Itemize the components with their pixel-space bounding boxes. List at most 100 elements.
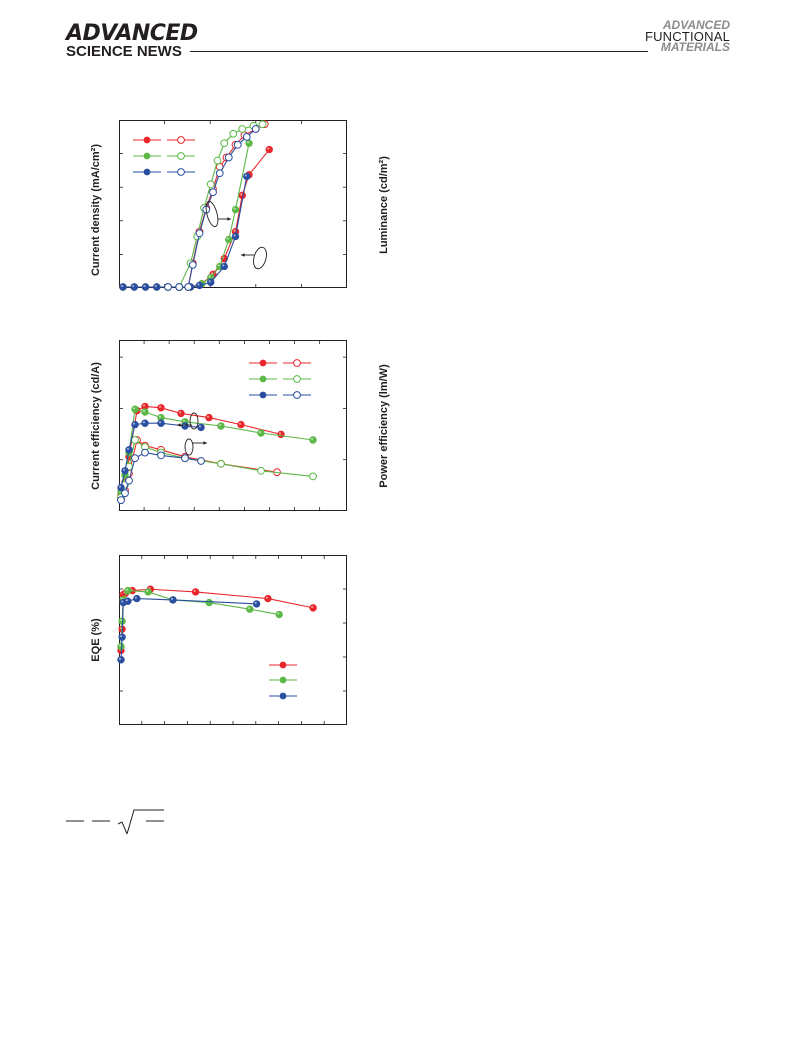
- data-point-red: [264, 594, 272, 603]
- legend-marker-hollow: [293, 359, 301, 367]
- data-point-hollow-blue: [131, 454, 139, 463]
- plot-frame: [119, 555, 347, 725]
- ellipse-marker-current: [253, 246, 267, 270]
- journal-logo-right-line3: MATERIALS: [660, 40, 730, 54]
- data-point-green: [309, 436, 317, 444]
- data-point-highlight: [238, 422, 242, 425]
- legend-marker-filled: [143, 136, 151, 144]
- data-point-blue: [197, 423, 205, 432]
- data-point-highlight: [218, 423, 222, 427]
- data-point-hollow-blue: [233, 140, 242, 149]
- data-point-blue: [181, 422, 189, 430]
- data-point-green: [246, 605, 254, 613]
- data-point-hollow-blue: [195, 229, 204, 238]
- data-point-hollow-blue: [125, 476, 133, 485]
- data-point-highlight: [265, 596, 268, 599]
- data-point-red: [205, 413, 213, 422]
- data-point-highlight: [208, 275, 211, 278]
- legend-marker-filled: [279, 676, 287, 684]
- data-point-hollow-green: [220, 139, 229, 148]
- data-point-green: [141, 408, 149, 416]
- data-point-hollow-green: [309, 472, 317, 481]
- data-point-blue: [131, 420, 139, 429]
- data-point-green: [245, 139, 253, 147]
- data-point-hollow-blue: [215, 169, 224, 178]
- data-point-blue: [220, 262, 228, 271]
- middle-left-ylabel: Current efficiency (cd/A): [90, 362, 102, 490]
- axis-arrow-head: [241, 253, 245, 257]
- data-point-highlight: [134, 596, 137, 599]
- data-point-hollow-green: [131, 436, 139, 444]
- bottom-ylabel: EQE (%): [90, 618, 102, 662]
- data-point-hollow-blue: [157, 451, 165, 460]
- data-point-blue: [252, 600, 261, 608]
- journal-logo-bottom: SCIENCE NEWS: [66, 43, 182, 60]
- data-point-highlight: [198, 425, 202, 428]
- data-point-hollow-green: [217, 459, 225, 468]
- data-point-red: [265, 145, 273, 154]
- legend-marker-filled: [143, 152, 151, 160]
- data-point-highlight: [197, 283, 200, 286]
- data-point-hollow-blue: [175, 283, 184, 291]
- data-point-highlight: [122, 468, 126, 471]
- data-point-hollow-green: [238, 125, 247, 133]
- legend-marker-hollow: [293, 375, 301, 383]
- data-point-blue: [195, 281, 204, 290]
- data-point-hollow-blue: [242, 133, 251, 141]
- journal-logo-right-line1: ADVANCED: [662, 18, 730, 32]
- data-point-green: [144, 588, 152, 596]
- data-point-highlight: [132, 422, 136, 425]
- data-point-highlight: [233, 229, 236, 232]
- ellipse-marker-current-eff: [189, 412, 199, 430]
- chart-bottom: [117, 555, 347, 725]
- data-point-highlight: [132, 407, 136, 410]
- legend-marker-filled: [259, 375, 267, 383]
- data-point-highlight: [120, 284, 124, 288]
- legend-marker-hollow: [293, 391, 301, 399]
- data-point-highlight: [170, 597, 174, 600]
- data-point-green: [275, 610, 283, 619]
- series-line-red-hollow: [168, 123, 266, 288]
- data-point-red: [277, 430, 285, 439]
- data-point-hollow-blue: [188, 260, 197, 269]
- data-point-highlight: [118, 657, 122, 660]
- data-point-highlight: [310, 437, 314, 441]
- data-point-highlight: [246, 141, 250, 144]
- axis-arrow-head: [203, 441, 207, 445]
- data-point-highlight: [158, 421, 162, 424]
- data-point-highlight: [142, 404, 146, 407]
- data-point-green: [124, 586, 132, 595]
- data-point-hollow-blue: [121, 489, 129, 498]
- data-point-red: [191, 588, 200, 596]
- data-point-blue: [207, 278, 215, 286]
- data-point-hollow-blue: [197, 457, 205, 465]
- data-point-highlight: [118, 485, 122, 488]
- data-point-highlight: [206, 415, 210, 418]
- data-point-blue: [119, 283, 127, 291]
- data-point-blue: [157, 419, 165, 427]
- data-point-green: [257, 429, 265, 437]
- legend-marker-hollow: [177, 168, 185, 176]
- data-point-blue: [153, 283, 161, 291]
- data-point-highlight: [126, 447, 130, 450]
- formula-fragment: [66, 809, 164, 834]
- data-point-hollow-blue: [224, 153, 233, 162]
- axis-arrow-head: [177, 423, 181, 427]
- data-point-blue: [133, 594, 141, 603]
- data-point-hollow-blue: [184, 283, 193, 291]
- data-point-highlight: [118, 644, 122, 647]
- data-point-blue: [231, 232, 240, 241]
- journal-logo-right: ADVANCED FUNCTIONAL MATERIALS: [645, 18, 730, 54]
- data-point-highlight: [125, 588, 128, 591]
- data-point-highlight: [217, 264, 220, 267]
- legend-marker-filled: [259, 359, 267, 367]
- axis-arrow-head: [227, 217, 231, 221]
- series-line-green-filled: [123, 143, 250, 288]
- legend-marker-filled: [259, 391, 267, 399]
- data-point-highlight: [143, 284, 146, 288]
- data-point-blue: [118, 633, 126, 641]
- data-point-red: [157, 404, 165, 412]
- data-point-blue: [243, 172, 251, 181]
- top-right-ylabel: Luminance (cd/m²): [378, 156, 390, 254]
- series-line-blue-filled: [123, 176, 248, 288]
